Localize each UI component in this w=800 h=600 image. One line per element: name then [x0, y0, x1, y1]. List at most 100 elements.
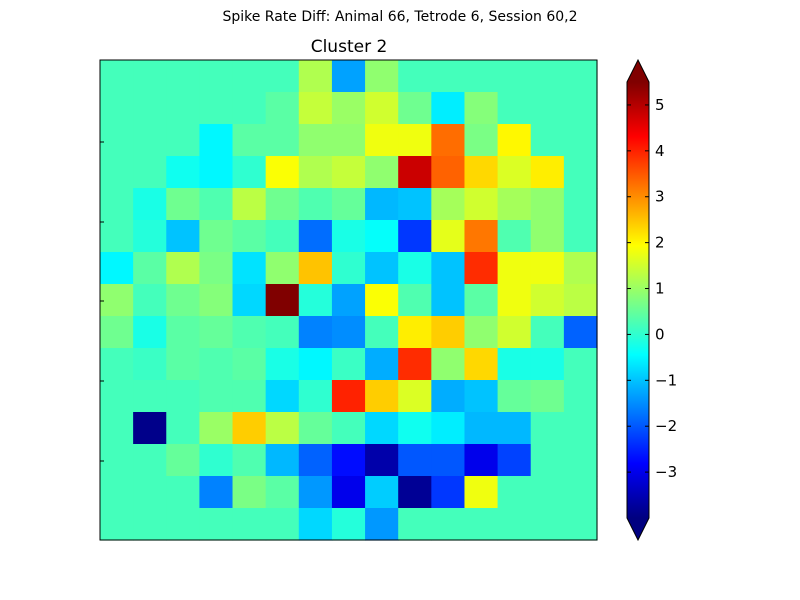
heatmap-cell-r8-c2 — [166, 316, 200, 349]
heatmap-cell-r0-c3 — [199, 60, 234, 93]
heatmap-cell-r7-c11 — [464, 284, 499, 317]
heatmap-cell-r5-c13 — [530, 220, 565, 253]
heatmap-cell-r2-c11 — [464, 124, 499, 157]
heatmap-cell-r11-c2 — [166, 412, 200, 445]
heatmap-cell-r10-c13 — [530, 380, 565, 413]
heatmap-cell-r2-c5 — [265, 124, 300, 157]
heatmap-cell-r4-c14 — [563, 188, 598, 221]
heatmap-cell-r4-c0 — [100, 188, 134, 221]
heatmap-cell-r9-c3 — [199, 348, 234, 381]
heatmap-cell-r11-c8 — [365, 412, 399, 445]
heatmap-cell-r3-c10 — [431, 156, 466, 189]
heatmap-cell-r6-c12 — [497, 252, 532, 285]
heatmap-cell-r11-c0 — [100, 412, 134, 445]
heatmap-cell-r10-c4 — [232, 380, 267, 413]
heatmap-cell-r6-c9 — [398, 252, 432, 285]
heatmap-cell-r9-c0 — [100, 348, 134, 381]
heatmap-cell-r12-c13 — [530, 444, 565, 477]
heatmap-cell-r4-c8 — [365, 188, 399, 221]
heatmap-cell-r1-c7 — [331, 92, 366, 125]
heatmap-cell-r6-c8 — [365, 252, 399, 285]
heatmap-cell-r2-c12 — [497, 124, 532, 157]
heatmap-cell-r11-c10 — [431, 412, 466, 445]
heatmap-cell-r2-c8 — [365, 124, 399, 157]
heatmap-cell-r8-c13 — [530, 316, 565, 349]
colorbar-tick-label-5: 2 — [655, 234, 665, 252]
heatmap-cell-r14-c0 — [100, 508, 134, 541]
heatmap-cell-r4-c3 — [199, 188, 234, 221]
heatmap-cell-r14-c4 — [232, 508, 267, 541]
heatmap-cell-r6-c6 — [298, 252, 333, 285]
heatmap-cell-r2-c13 — [530, 124, 565, 157]
heatmap-cell-r0-c2 — [166, 60, 200, 93]
heatmap-cell-r8-c12 — [497, 316, 532, 349]
heatmap-cell-r1-c11 — [464, 92, 499, 125]
heatmap-cell-r8-c5 — [265, 316, 300, 349]
heatmap-cell-r8-c3 — [199, 316, 234, 349]
heatmap-cell-r1-c4 — [232, 92, 267, 125]
heatmap-cell-r14-c1 — [133, 508, 167, 541]
heatmap-cell-r3-c13 — [530, 156, 565, 189]
heatmap-cell-r13-c2 — [166, 476, 200, 509]
heatmap-cell-r0-c1 — [133, 60, 167, 93]
colorbar-outline — [626, 58, 650, 542]
heatmap-cell-r10-c8 — [365, 380, 399, 413]
heatmap-cell-r2-c4 — [232, 124, 267, 157]
colorbar-tick-label-0: −3 — [655, 463, 677, 481]
heatmap-cell-r14-c13 — [530, 508, 565, 541]
heatmap-cell-r3-c14 — [563, 156, 598, 189]
heatmap-cell-r9-c13 — [530, 348, 565, 381]
colorbar-tick-label-7: 4 — [655, 142, 665, 160]
heatmap-cell-r13-c8 — [365, 476, 399, 509]
heatmap-cell-r5-c4 — [232, 220, 267, 253]
heatmap-cell-r13-c4 — [232, 476, 267, 509]
heatmap-cell-r11-c1 — [133, 412, 167, 445]
heatmap-cell-r5-c10 — [431, 220, 466, 253]
heatmap-cell-r13-c1 — [133, 476, 167, 509]
heatmap-cell-r10-c2 — [166, 380, 200, 413]
heatmap-cell-r14-c14 — [563, 508, 598, 541]
heatmap-cell-r10-c7 — [331, 380, 366, 413]
heatmap-cell-r7-c1 — [133, 284, 167, 317]
heatmap-cell-r14-c6 — [298, 508, 333, 541]
heatmap-cell-r5-c0 — [100, 220, 134, 253]
heatmap-cell-r2-c3 — [199, 124, 234, 157]
heatmap-cell-r9-c7 — [331, 348, 366, 381]
colorbar-extend-top — [627, 60, 649, 82]
heatmap-cell-r2-c2 — [166, 124, 200, 157]
heatmap-cell-r11-c5 — [265, 412, 300, 445]
heatmap-cell-r12-c8 — [365, 444, 399, 477]
heatmap-cell-r8-c14 — [563, 316, 598, 349]
heatmap-cell-r0-c7 — [331, 60, 366, 93]
heatmap-cell-r3-c9 — [398, 156, 432, 189]
heatmap-cell-r5-c14 — [563, 220, 598, 253]
heatmap-cell-r8-c1 — [133, 316, 167, 349]
heatmap-cell-r4-c7 — [331, 188, 366, 221]
heatmap-cell-r10-c5 — [265, 380, 300, 413]
heatmap-cell-r7-c2 — [166, 284, 200, 317]
heatmap-cell-r12-c3 — [199, 444, 234, 477]
heatmap-cell-r6-c7 — [331, 252, 366, 285]
heatmap-cell-r10-c3 — [199, 380, 234, 413]
heatmap-cell-r4-c2 — [166, 188, 200, 221]
heatmap-cell-r5-c11 — [464, 220, 499, 253]
heatmap-cell-r1-c1 — [133, 92, 167, 125]
heatmap-cell-r6-c10 — [431, 252, 466, 285]
heatmap-cell-r5-c1 — [133, 220, 167, 253]
heatmap-cell-r11-c9 — [398, 412, 432, 445]
heatmap-cell-r11-c6 — [298, 412, 333, 445]
heatmap-cell-r14-c5 — [265, 508, 300, 541]
colorbar-tick-label-8: 5 — [655, 96, 665, 114]
heatmap-cell-r12-c10 — [431, 444, 466, 477]
heatmap-cell-r0-c9 — [398, 60, 432, 93]
heatmap-cell-r13-c7 — [331, 476, 366, 509]
heatmap-cell-r7-c4 — [232, 284, 267, 317]
heatmap-cell-r9-c2 — [166, 348, 200, 381]
heatmap-cell-r3-c11 — [464, 156, 499, 189]
heatmap-cell-r4-c12 — [497, 188, 532, 221]
colorbar-tick-label-1: −2 — [655, 417, 677, 435]
colorbar-tick-label-4: 1 — [655, 280, 665, 298]
heatmap-cell-r11-c13 — [530, 412, 565, 445]
heatmap-cell-r1-c2 — [166, 92, 200, 125]
heatmap-cell-r2-c1 — [133, 124, 167, 157]
